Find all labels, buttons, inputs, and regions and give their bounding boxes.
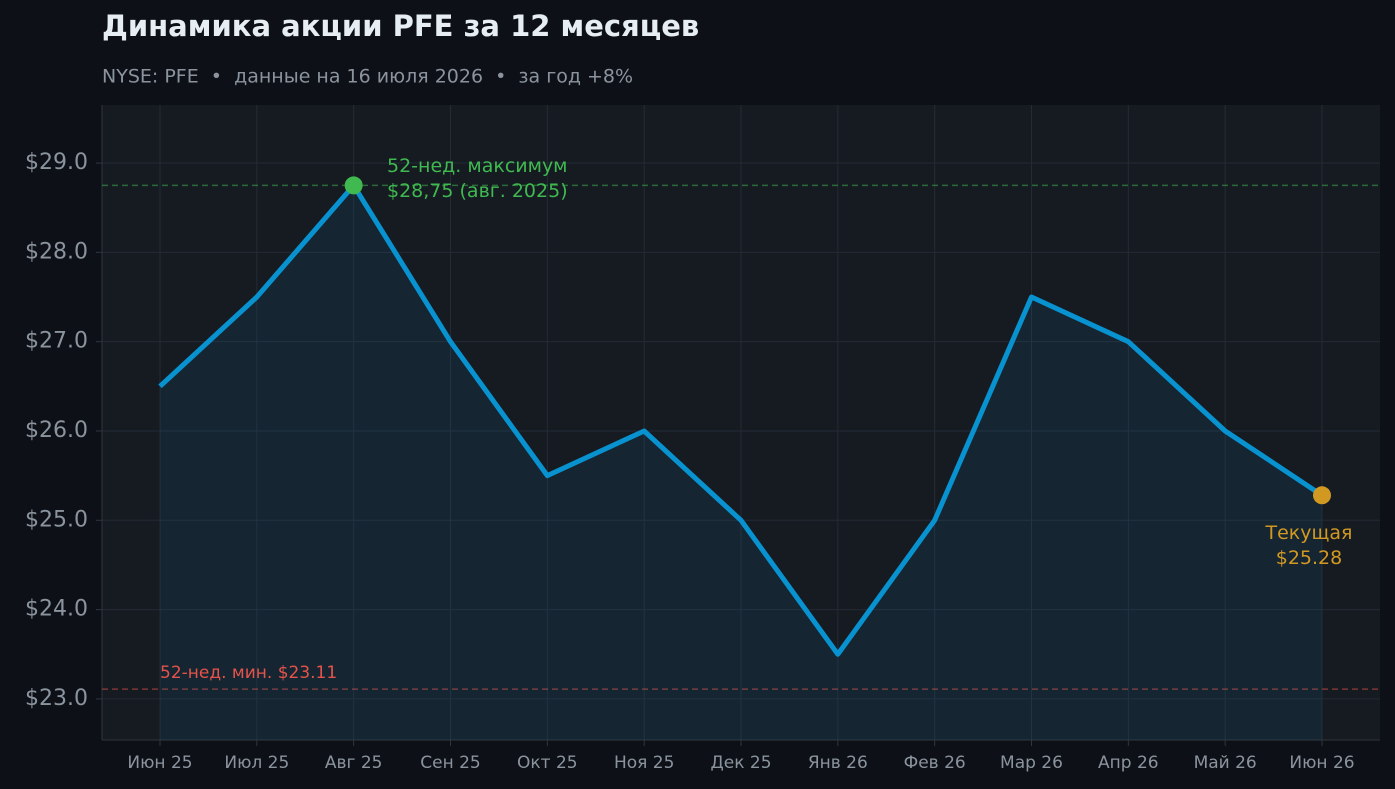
current-annotation: Текущая bbox=[1265, 522, 1353, 544]
y-tick-label: $27.0 bbox=[25, 329, 88, 354]
area bbox=[160, 185, 1322, 740]
max-annotation: $28,75 (авг. 2025) bbox=[387, 180, 568, 202]
max-annotation: 52-нед. максимум bbox=[387, 155, 568, 177]
x-tick-label: Янв 26 bbox=[808, 753, 868, 773]
x-tick-label: Авг 25 bbox=[325, 753, 383, 773]
x-tick-label: Май 26 bbox=[1194, 753, 1257, 773]
x-tick-label: Сен 25 bbox=[420, 753, 480, 773]
x-tick-label: Дек 25 bbox=[710, 753, 771, 773]
min-annotation: 52-нед. мин. $23.11 bbox=[160, 663, 337, 683]
highlight-marker bbox=[1313, 486, 1331, 505]
y-tick-label: $29.0 bbox=[25, 150, 88, 175]
highlight-marker bbox=[344, 176, 363, 195]
x-tick-label: Июл 25 bbox=[224, 753, 289, 773]
x-tick-label: Окт 25 bbox=[517, 753, 578, 773]
y-tick-label: $23.0 bbox=[25, 686, 88, 711]
chart-subtitle: NYSE: PFE • данные на 16 июля 2026 • за … bbox=[102, 66, 633, 88]
y-tick-label: $26.0 bbox=[25, 418, 88, 443]
x-tick-label: Мар 26 bbox=[1000, 753, 1063, 773]
chart-title: Динамика акции PFE за 12 месяцев bbox=[102, 9, 699, 43]
x-tick-label: Июн 26 bbox=[1289, 753, 1354, 773]
x-tick-label: Апр 26 bbox=[1098, 753, 1159, 773]
y-tick-label: $24.0 bbox=[25, 597, 88, 622]
y-tick-label: $25.0 bbox=[25, 507, 88, 532]
current-annotation: $25.28 bbox=[1276, 547, 1342, 569]
x-tick-label: Фев 26 bbox=[904, 753, 966, 773]
y-tick-label: $28.0 bbox=[25, 239, 88, 264]
x-tick-label: Ноя 25 bbox=[614, 753, 674, 773]
x-tick-label: Июн 25 bbox=[127, 753, 192, 773]
